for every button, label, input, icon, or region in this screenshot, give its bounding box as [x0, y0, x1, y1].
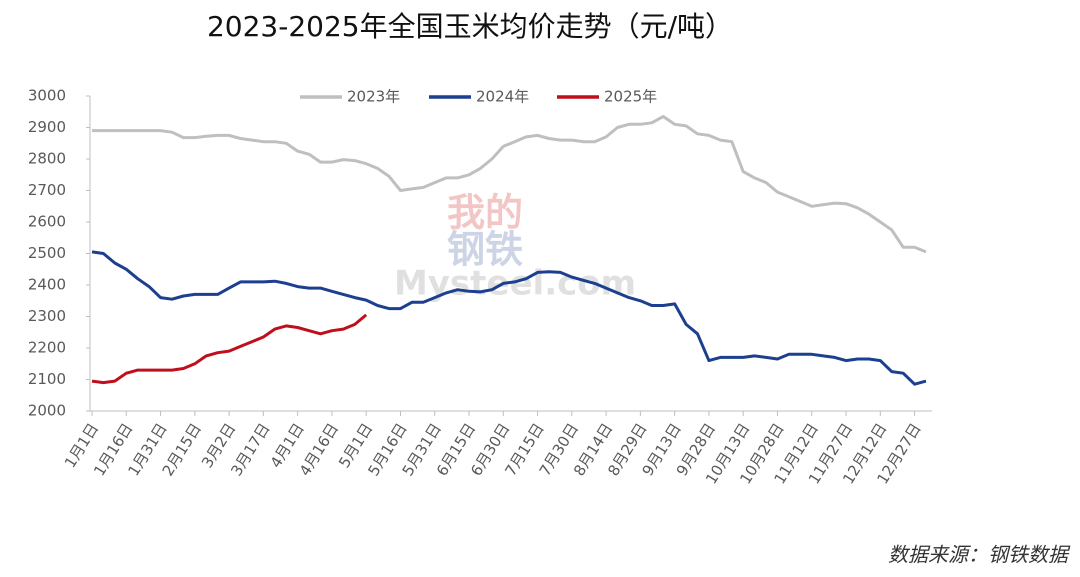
series-line	[91, 313, 368, 385]
y-tick-label: 2900	[28, 118, 66, 136]
y-tick-label: 3000	[28, 87, 66, 105]
series-line	[91, 250, 927, 386]
y-tick-label: 2400	[28, 276, 66, 294]
y-tick-label: 2600	[28, 213, 66, 231]
legend-label: 2023年	[347, 88, 400, 106]
y-tick-label: 2800	[28, 150, 66, 168]
source-note: 数据来源：钢铁数据	[888, 543, 1071, 567]
y-tick-label: 2000	[28, 402, 66, 420]
watermark-text: Mysteel.com	[394, 264, 636, 304]
watermark-text: 我的	[447, 191, 523, 235]
legend-label: 2024年	[476, 88, 529, 106]
chart-title: 2023-2025年全国玉米均价走势（元/吨）	[207, 10, 733, 43]
y-tick-label: 2300	[28, 307, 66, 325]
legend-label: 2025年	[604, 88, 657, 106]
y-tick-label: 2100	[28, 370, 66, 388]
y-tick-label: 2500	[28, 244, 66, 262]
watermark-text: 钢铁	[447, 228, 523, 272]
y-tick-label: 2700	[28, 181, 66, 199]
y-tick-label: 2200	[28, 339, 66, 357]
series-line	[92, 115, 927, 254]
